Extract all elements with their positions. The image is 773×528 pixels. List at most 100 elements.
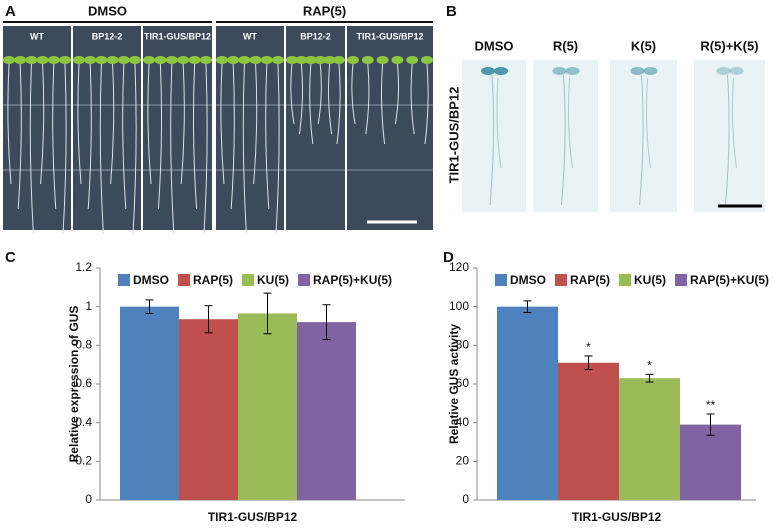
- root: [62, 63, 67, 235]
- cotyledon: [47, 56, 60, 64]
- root: [157, 63, 163, 210]
- legend-swatch: [242, 274, 255, 286]
- legend-swatch: [298, 274, 311, 286]
- bar: [497, 306, 558, 500]
- root: [253, 63, 258, 185]
- root: [220, 63, 225, 185]
- panel-letter: B: [446, 3, 457, 20]
- y-tick-label: 60: [456, 376, 470, 390]
- lane-label: BP12-2: [92, 31, 123, 41]
- cotyledon: [643, 67, 658, 75]
- root: [7, 63, 12, 185]
- cotyledon: [391, 56, 404, 64]
- cotyledon: [59, 56, 71, 64]
- significance-mark: *: [647, 359, 652, 373]
- cotyledon: [333, 56, 345, 64]
- cotyledon: [376, 56, 389, 64]
- cotyledon: [716, 67, 731, 75]
- y-tick-label: 0.8: [75, 338, 92, 352]
- root: [380, 63, 386, 145]
- y-tick-label: 120: [449, 260, 469, 274]
- error-bar: [204, 305, 213, 334]
- error-bar: [523, 300, 532, 313]
- cotyledon: [286, 56, 298, 64]
- column-label: R(5): [553, 38, 578, 53]
- root: [77, 63, 82, 185]
- bar: [619, 378, 680, 500]
- cotyledon: [421, 56, 433, 64]
- cotyledon: [3, 56, 15, 64]
- lane-label: TIR1-GUS/BP12: [144, 31, 211, 41]
- root: [52, 63, 57, 210]
- photo: [216, 26, 284, 230]
- root: [29, 63, 34, 235]
- x-axis-label: TIR1-GUS/BP12: [208, 510, 298, 524]
- root: [496, 77, 502, 169]
- root: [424, 63, 429, 145]
- cotyledon: [630, 67, 645, 75]
- error-bar: [584, 355, 593, 370]
- bar: [680, 424, 741, 500]
- y-tick-label: 0: [85, 492, 92, 506]
- cotyledon: [323, 56, 336, 64]
- root: [170, 63, 175, 235]
- cotyledon: [729, 67, 744, 75]
- root: [336, 63, 341, 145]
- cotyledon: [84, 56, 97, 64]
- cotyledon: [165, 56, 178, 64]
- root: [365, 63, 370, 135]
- y-tick-label: 40: [456, 415, 470, 429]
- legend-swatch: [178, 274, 190, 286]
- y-tick-label: 1: [85, 299, 92, 313]
- cotyledon: [260, 56, 273, 64]
- group-label: RAP(5): [303, 3, 346, 18]
- legend-label: DMSO: [133, 273, 169, 287]
- root: [410, 63, 415, 135]
- lane-label: TIR1-GUS/BP12: [356, 31, 423, 41]
- root: [132, 63, 137, 235]
- cotyledon: [481, 67, 495, 75]
- cotyledon: [73, 56, 85, 64]
- bar: [558, 362, 619, 500]
- legend-swatch: [555, 274, 567, 286]
- cotyledon: [14, 56, 27, 64]
- root: [290, 63, 295, 125]
- cotyledon: [154, 56, 167, 64]
- root: [317, 63, 322, 125]
- root: [99, 63, 104, 235]
- cotyledon: [361, 56, 374, 64]
- cotyledon: [95, 56, 108, 64]
- column-label: R(5)+K(5): [700, 38, 758, 53]
- legend-label: KU(5): [257, 273, 289, 287]
- row-label: TIR1-GUS/BP12: [446, 87, 461, 184]
- root: [561, 74, 566, 206]
- root: [646, 77, 651, 169]
- y-tick-label: 100: [449, 299, 469, 313]
- legend-swatch: [495, 274, 507, 286]
- y-tick-label: 80: [456, 338, 470, 352]
- cotyledon: [406, 56, 419, 64]
- root: [265, 63, 270, 210]
- cotyledon: [238, 56, 251, 64]
- lane-label: WT: [30, 31, 44, 41]
- panel-letter: A: [5, 3, 16, 20]
- root: [309, 63, 314, 145]
- cotyledon: [227, 56, 240, 64]
- root: [230, 63, 235, 210]
- significance-mark: **: [706, 398, 716, 412]
- root: [394, 63, 400, 125]
- bar: [179, 319, 238, 500]
- photo: [143, 26, 212, 230]
- column-label: K(5): [631, 38, 656, 53]
- cotyledon: [272, 56, 284, 64]
- panel-letter: D: [443, 249, 454, 266]
- y-tick-label: 1.2: [75, 260, 92, 274]
- cotyledon: [314, 56, 327, 64]
- legend-label: DMSO: [510, 273, 546, 287]
- error-bar: [145, 299, 154, 314]
- cotyledon: [295, 56, 308, 64]
- root: [192, 63, 198, 210]
- photo: [3, 26, 71, 230]
- group-label: DMSO: [88, 3, 127, 18]
- cotyledon: [216, 56, 228, 64]
